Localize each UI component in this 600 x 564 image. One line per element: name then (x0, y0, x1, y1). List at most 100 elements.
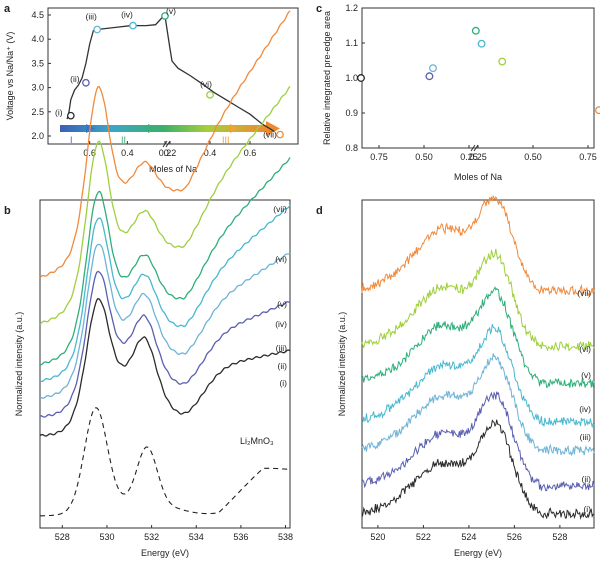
panel-b-frame (39, 199, 291, 529)
panel-b-xtick-label: 538 (278, 532, 293, 542)
panel-a-yticks: 2.0 2.5 3.0 3.5 4.0 4.5 (31, 10, 51, 141)
panel-d-spectra (361, 194, 595, 520)
panel-a-state-label: (vi) (200, 79, 212, 89)
panel-c-xtick-label: 0.75 (370, 152, 388, 162)
panel-b-xtick-label: 534 (189, 532, 204, 542)
panel-c-scatter-points (357, 26, 600, 115)
panel-c-point-i (357, 74, 365, 82)
panel-c-point-v (471, 26, 480, 35)
panel-c-ytick-label: 0.9 (345, 108, 358, 118)
panel-c-ylabel: Relative integrated pre-edge area (322, 11, 332, 145)
arrow-label-2: II (121, 135, 126, 145)
panel-b-spectra (39, 10, 291, 517)
panel-c-point-vi (498, 57, 507, 66)
panel-d-xlabel: Energy (eV) (454, 548, 502, 558)
panel-d-series-label: (vi) (579, 344, 591, 354)
panel-d-series-label: (ii) (582, 474, 592, 484)
panel-a-xtick-label: 0.6 (83, 148, 96, 158)
panel-a-state-marker (206, 91, 214, 99)
panel-a-ytick-label: 4.5 (31, 10, 44, 20)
panel-b-series-label: (i) (279, 378, 287, 388)
panel-a-state-marker (161, 12, 169, 20)
panel-b-series-label: (vi) (275, 254, 287, 264)
panel-b-spectrum-ii (39, 270, 291, 418)
panel-a-state-marker (276, 130, 284, 139)
panel-a-frame (47, 7, 299, 145)
panel-d-xtick-label: 522 (416, 532, 431, 542)
panel-d-series-label: (iv) (579, 404, 591, 414)
panel-d-spectrum-i (361, 419, 595, 520)
arrow-label-1: I (70, 135, 73, 145)
panel-c-xticks: 0.75 0.50 0.250.25 0.50 0.75 (370, 145, 597, 162)
panel-a-state-points: (i) (ii) (iii) (iv) (v) (vi) (vii) (55, 6, 284, 140)
panel-b-xlabel: Energy (eV) (141, 548, 189, 558)
panel-b-xtick-label: 536 (233, 532, 248, 542)
panel-b-xtick-label: 530 (99, 532, 114, 542)
panel-b-reference-label: Li₂MnO₃ (240, 436, 274, 446)
panel-a-xtick-label: 0.2 (164, 148, 177, 158)
panel-d-spectrum-v (361, 286, 595, 389)
panel-a-voltage-curve (66, 15, 275, 132)
panel-d-spectrum-iii (361, 353, 595, 457)
panel-b-spectrum-v (39, 157, 291, 366)
panel-c-ytick-label: 1.1 (345, 38, 358, 48)
panel-a-state-label: (vii) (263, 130, 277, 140)
panel-a-state-label: (v) (166, 6, 176, 16)
panel-b-series-labels: (i) (ii) (iii) (iv) (v) (vi) (vii) (273, 204, 287, 388)
panel-b-series-label: (iii) (276, 343, 287, 353)
panel-a-xtick-label: 0.4 (121, 148, 134, 158)
panel-b-xticks: 528 530 532 534 536 538 (55, 525, 293, 542)
arrow-label-3: III (222, 135, 230, 145)
panel-b-spectrum-iv (39, 204, 291, 383)
panel-a-state-marker (82, 78, 90, 87)
panel-c-axis-break (470, 144, 479, 152)
panel-b-spectrum-i (39, 297, 291, 437)
panel-b-series-label: (ii) (278, 361, 288, 371)
panel-d-series-label: (vii) (577, 288, 591, 298)
panel-c-xlabel: Moles of Na (454, 172, 502, 182)
panel-a-state-label: (ii) (70, 74, 80, 84)
panel-a-state-marker (66, 111, 75, 120)
panel-d-spectrum-vi (361, 248, 595, 352)
panel-a-ytick-label: 3.0 (31, 83, 44, 93)
panel-b: b 528 530 532 534 536 538 (i) (ii) (iii) (iv) (v)… (4, 10, 293, 558)
panel-c-point-ii (425, 72, 434, 81)
panel-d-ylabel: Normalized intensity (a.u.) (337, 312, 347, 417)
panel-a-state-marker (129, 21, 137, 30)
panel-c-xtick-label: 0.50 (415, 152, 433, 162)
panel-a-ytick-label: 3.5 (31, 58, 44, 68)
panel-d-series-label: (i) (583, 504, 591, 514)
panel-a-xlabel: Moles of Na (149, 164, 197, 174)
panel-b-spectrum-iii (39, 243, 291, 399)
panel-a-xtick-label: 0.6 (244, 148, 257, 158)
panel-d-spectrum-iv (361, 323, 595, 429)
panel-c-point-iii (429, 64, 437, 73)
panel-d-series-labels: (i) (ii) (iii) (iv) (v) (vi) (vii) (577, 288, 591, 514)
panel-c-xtick-label: 0.25 (469, 152, 487, 162)
panel-c-ytick-label: 1.2 (345, 3, 358, 13)
panel-c-point-iv (477, 39, 486, 48)
panel-b-reference-spectrum (40, 407, 291, 517)
panel-d-series-label: (v) (581, 370, 591, 380)
panel-a-xtick-label: 0.4 (204, 148, 217, 158)
panel-a: a 2.0 2.5 3.0 3.5 4.0 4.5 0.6 0.4 0.20.2 0.4 0.6 … (4, 3, 299, 174)
panel-b-spectrum-vi (39, 85, 291, 325)
panel-d-series-label: (iii) (580, 432, 591, 442)
panel-letter-d: d (316, 205, 323, 217)
panel-c-point-vii (595, 106, 600, 115)
panel-letter-c: c (316, 3, 322, 15)
panel-b-xtick-label: 532 (144, 532, 159, 542)
panel-c-ytick-label: 1.0 (345, 73, 358, 83)
panel-b-series-label: (iv) (275, 319, 287, 329)
panel-b-xtick-label: 528 (55, 532, 70, 542)
panel-d-xtick-label: 528 (552, 532, 567, 542)
panel-c-ytick-label: 0.8 (345, 143, 358, 153)
panel-a-ylabel: Voltage vs Na/Na⁺ (V) (5, 32, 15, 121)
panel-c-xtick-label: 0.50 (524, 152, 542, 162)
panel-a-ytick-label: 2.5 (31, 107, 44, 117)
panel-d-frame (361, 199, 595, 529)
panel-b-ylabel: Normalized intensity (a.u.) (14, 312, 24, 417)
panel-d-spectrum-vii (361, 194, 595, 297)
panel-c-xtick-label: 0.75 (579, 152, 597, 162)
